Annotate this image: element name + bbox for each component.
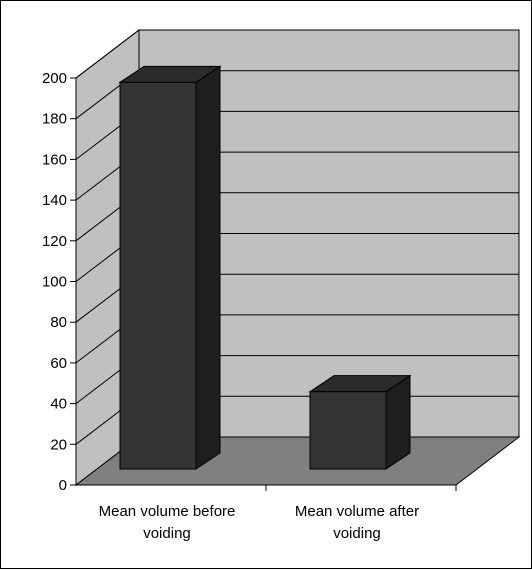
- y-tick-label: 140: [42, 192, 67, 209]
- bar: [119, 81, 197, 470]
- x-category-label-line: voiding: [143, 525, 191, 542]
- x-category-label: Mean volume after voiding: [295, 503, 419, 542]
- x-category-label: Mean volume before voiding: [99, 503, 236, 542]
- y-axis-ticks: 0 20 40 60 80 100 120 140 160 180 200: [42, 70, 76, 494]
- y-tick-label: 60: [50, 355, 67, 372]
- gridline: [75, 29, 519, 79]
- y-tick-label: 80: [50, 314, 67, 331]
- y-tick-label: 120: [42, 233, 67, 250]
- y-tick-label: 200: [42, 70, 67, 87]
- y-tick-label: 180: [42, 111, 67, 128]
- y-tick-label: 20: [50, 436, 67, 453]
- y-tick-label: 0: [59, 477, 67, 494]
- y-tick-label: 100: [42, 274, 67, 291]
- y-tick-label: 40: [50, 396, 67, 413]
- y-tick-label: 160: [42, 151, 67, 168]
- bar-side: [195, 65, 221, 470]
- x-category-label-line: voiding: [333, 525, 381, 542]
- bar: [309, 391, 387, 470]
- bars: [118, 65, 412, 470]
- x-category-label-line: Mean volume after: [295, 503, 419, 520]
- x-category-label-line: Mean volume before: [99, 503, 236, 520]
